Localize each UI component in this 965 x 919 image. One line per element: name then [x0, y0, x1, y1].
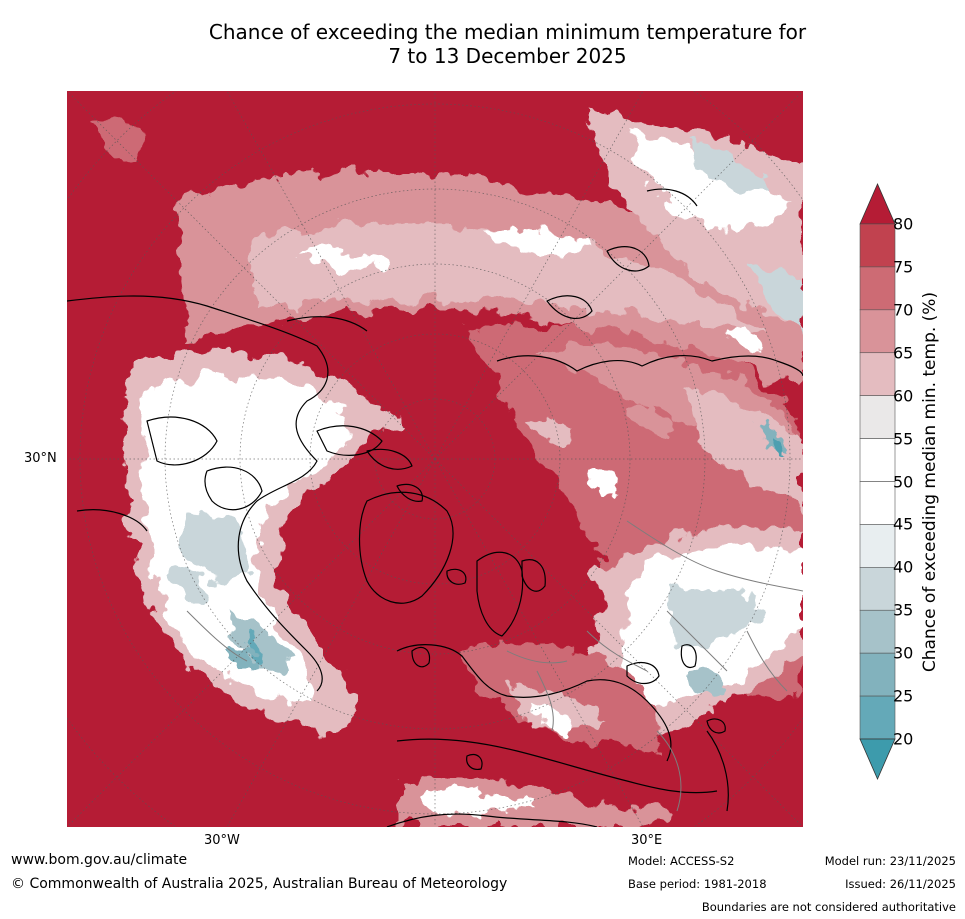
colorbar-tick-label: 30 — [893, 643, 914, 663]
colorbar-tick-label: 65 — [893, 343, 914, 363]
colorbar-band — [859, 395, 896, 439]
colorbar-tick-label: 40 — [893, 557, 914, 577]
colorbar-tick-label: 50 — [893, 472, 914, 491]
colorbar-tick-label: 35 — [893, 600, 914, 620]
graticule — [67, 91, 803, 827]
chart-title: Chance of exceeding the median minimum t… — [0, 20, 965, 68]
colorbar-band — [859, 266, 896, 311]
colorbar-band — [859, 352, 896, 396]
probability-field-fine — [227, 329, 763, 671]
title-line-1: Chance of exceeding the median minimum t… — [208, 20, 807, 44]
colorbar-swatches — [859, 183, 896, 780]
colorbar-band — [859, 524, 896, 568]
lon-label-30e: 30°E — [631, 833, 663, 848]
colorbar-tick-label: 45 — [893, 514, 914, 534]
colorbar-band — [859, 309, 896, 354]
boundaries — [186, 520, 803, 812]
copyright-text: © Commonwealth of Australia 2025, Austra… — [11, 876, 508, 892]
colorbar-band — [859, 695, 896, 740]
colorbar-band — [859, 609, 896, 654]
colorbar-top-arrow — [859, 183, 896, 225]
colorbar-band — [859, 567, 896, 611]
coastlines — [67, 188, 803, 827]
lat-label-30n: 30°N — [24, 451, 57, 466]
colorbar-band — [859, 481, 896, 525]
map-graphic — [67, 91, 803, 827]
colorbar-band — [859, 652, 896, 697]
colorbar-label: Chance of exceeding median min. temp. (%… — [920, 291, 940, 673]
colorbar-tick-label: 25 — [893, 686, 914, 706]
colorbar-tick-label: 60 — [893, 386, 914, 406]
colorbar-tick-label: 55 — [893, 429, 914, 449]
website-link[interactable]: www.bom.gov.au/climate — [11, 852, 188, 868]
colorbar-tick-label: 80 — [893, 214, 914, 234]
colorbar-band — [859, 438, 896, 482]
forecast-map — [67, 91, 803, 827]
colorbar-tick-label: 70 — [893, 300, 914, 320]
issued-text: Issued: 26/11/2025 — [845, 877, 956, 891]
colorbar-tick-label: 75 — [893, 257, 914, 277]
disclaimer-text: Boundaries are not considered authoritat… — [701, 900, 956, 914]
lon-label-30w: 30°W — [204, 833, 240, 848]
colorbar-tick-label: 20 — [893, 729, 914, 749]
colorbar-band — [859, 223, 896, 268]
base-period-text: Base period: 1981-2018 — [628, 877, 767, 891]
model-run-text: Model run: 23/11/2025 — [824, 854, 956, 868]
model-text: Model: ACCESS-S2 — [628, 854, 735, 868]
probability-field — [97, 111, 803, 827]
colorbar-bottom-arrow — [859, 738, 896, 780]
title-line-2: 7 to 13 December 2025 — [388, 44, 627, 68]
colorbar — [859, 183, 896, 780]
